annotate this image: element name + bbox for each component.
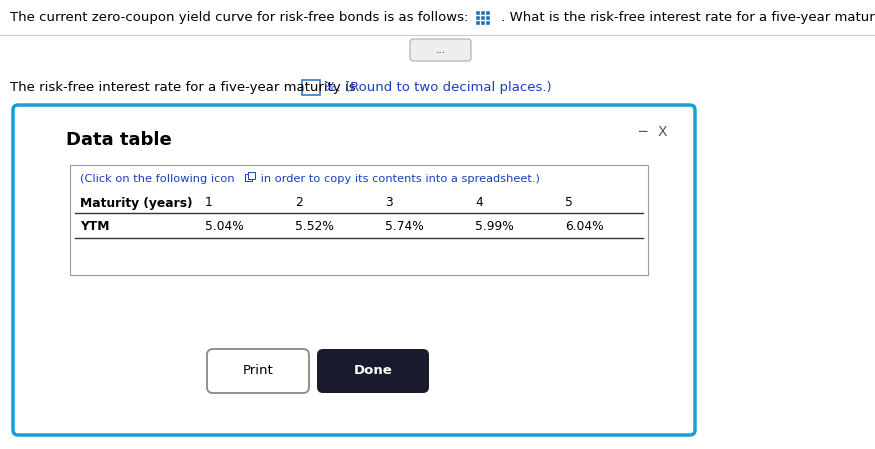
Text: 5.52%: 5.52% [295, 220, 334, 233]
Bar [486, 21, 490, 25]
Bar [481, 11, 485, 15]
Bar [302, 80, 320, 95]
Text: (Click on the following icon: (Click on the following icon [80, 174, 235, 184]
Text: 1: 1 [205, 197, 213, 210]
Text: 3: 3 [385, 197, 393, 210]
FancyBboxPatch shape [207, 349, 309, 393]
Text: Data table: Data table [66, 131, 172, 149]
Text: The risk-free interest rate for a five-year maturity is: The risk-free interest rate for a five-y… [10, 82, 360, 94]
FancyBboxPatch shape [317, 349, 429, 393]
Bar [476, 16, 480, 20]
Bar [481, 21, 485, 25]
Text: ─: ─ [638, 125, 646, 139]
Text: 2: 2 [295, 197, 303, 210]
Bar [481, 16, 485, 20]
Bar [476, 21, 480, 25]
Bar [248, 172, 255, 179]
Text: 6.04%: 6.04% [565, 220, 604, 233]
FancyBboxPatch shape [410, 39, 471, 61]
Bar [486, 16, 490, 20]
Text: Maturity (years): Maturity (years) [80, 197, 192, 210]
Text: The current zero-coupon yield curve for risk-free bonds is as follows:: The current zero-coupon yield curve for … [10, 12, 468, 25]
Bar [245, 174, 252, 181]
Text: 5: 5 [565, 197, 573, 210]
Text: Print: Print [242, 365, 273, 378]
Text: X: X [657, 125, 667, 139]
Text: 5.04%: 5.04% [205, 220, 244, 233]
FancyBboxPatch shape [13, 105, 695, 435]
Text: 4: 4 [475, 197, 483, 210]
Bar [476, 11, 480, 15]
Bar [70, 165, 648, 275]
Text: YTM: YTM [80, 220, 109, 233]
Text: ...: ... [436, 45, 445, 55]
Text: . What is the risk-free interest rate for a five-year maturity?: . What is the risk-free interest rate fo… [497, 12, 875, 25]
Text: Done: Done [354, 365, 392, 378]
Text: 5.99%: 5.99% [475, 220, 514, 233]
Text: 5.74%: 5.74% [385, 220, 424, 233]
Bar [486, 11, 490, 15]
Text: in order to copy its contents into a spreadsheet.): in order to copy its contents into a spr… [257, 174, 540, 184]
Text: %. (Round to two decimal places.): %. (Round to two decimal places.) [324, 82, 551, 94]
